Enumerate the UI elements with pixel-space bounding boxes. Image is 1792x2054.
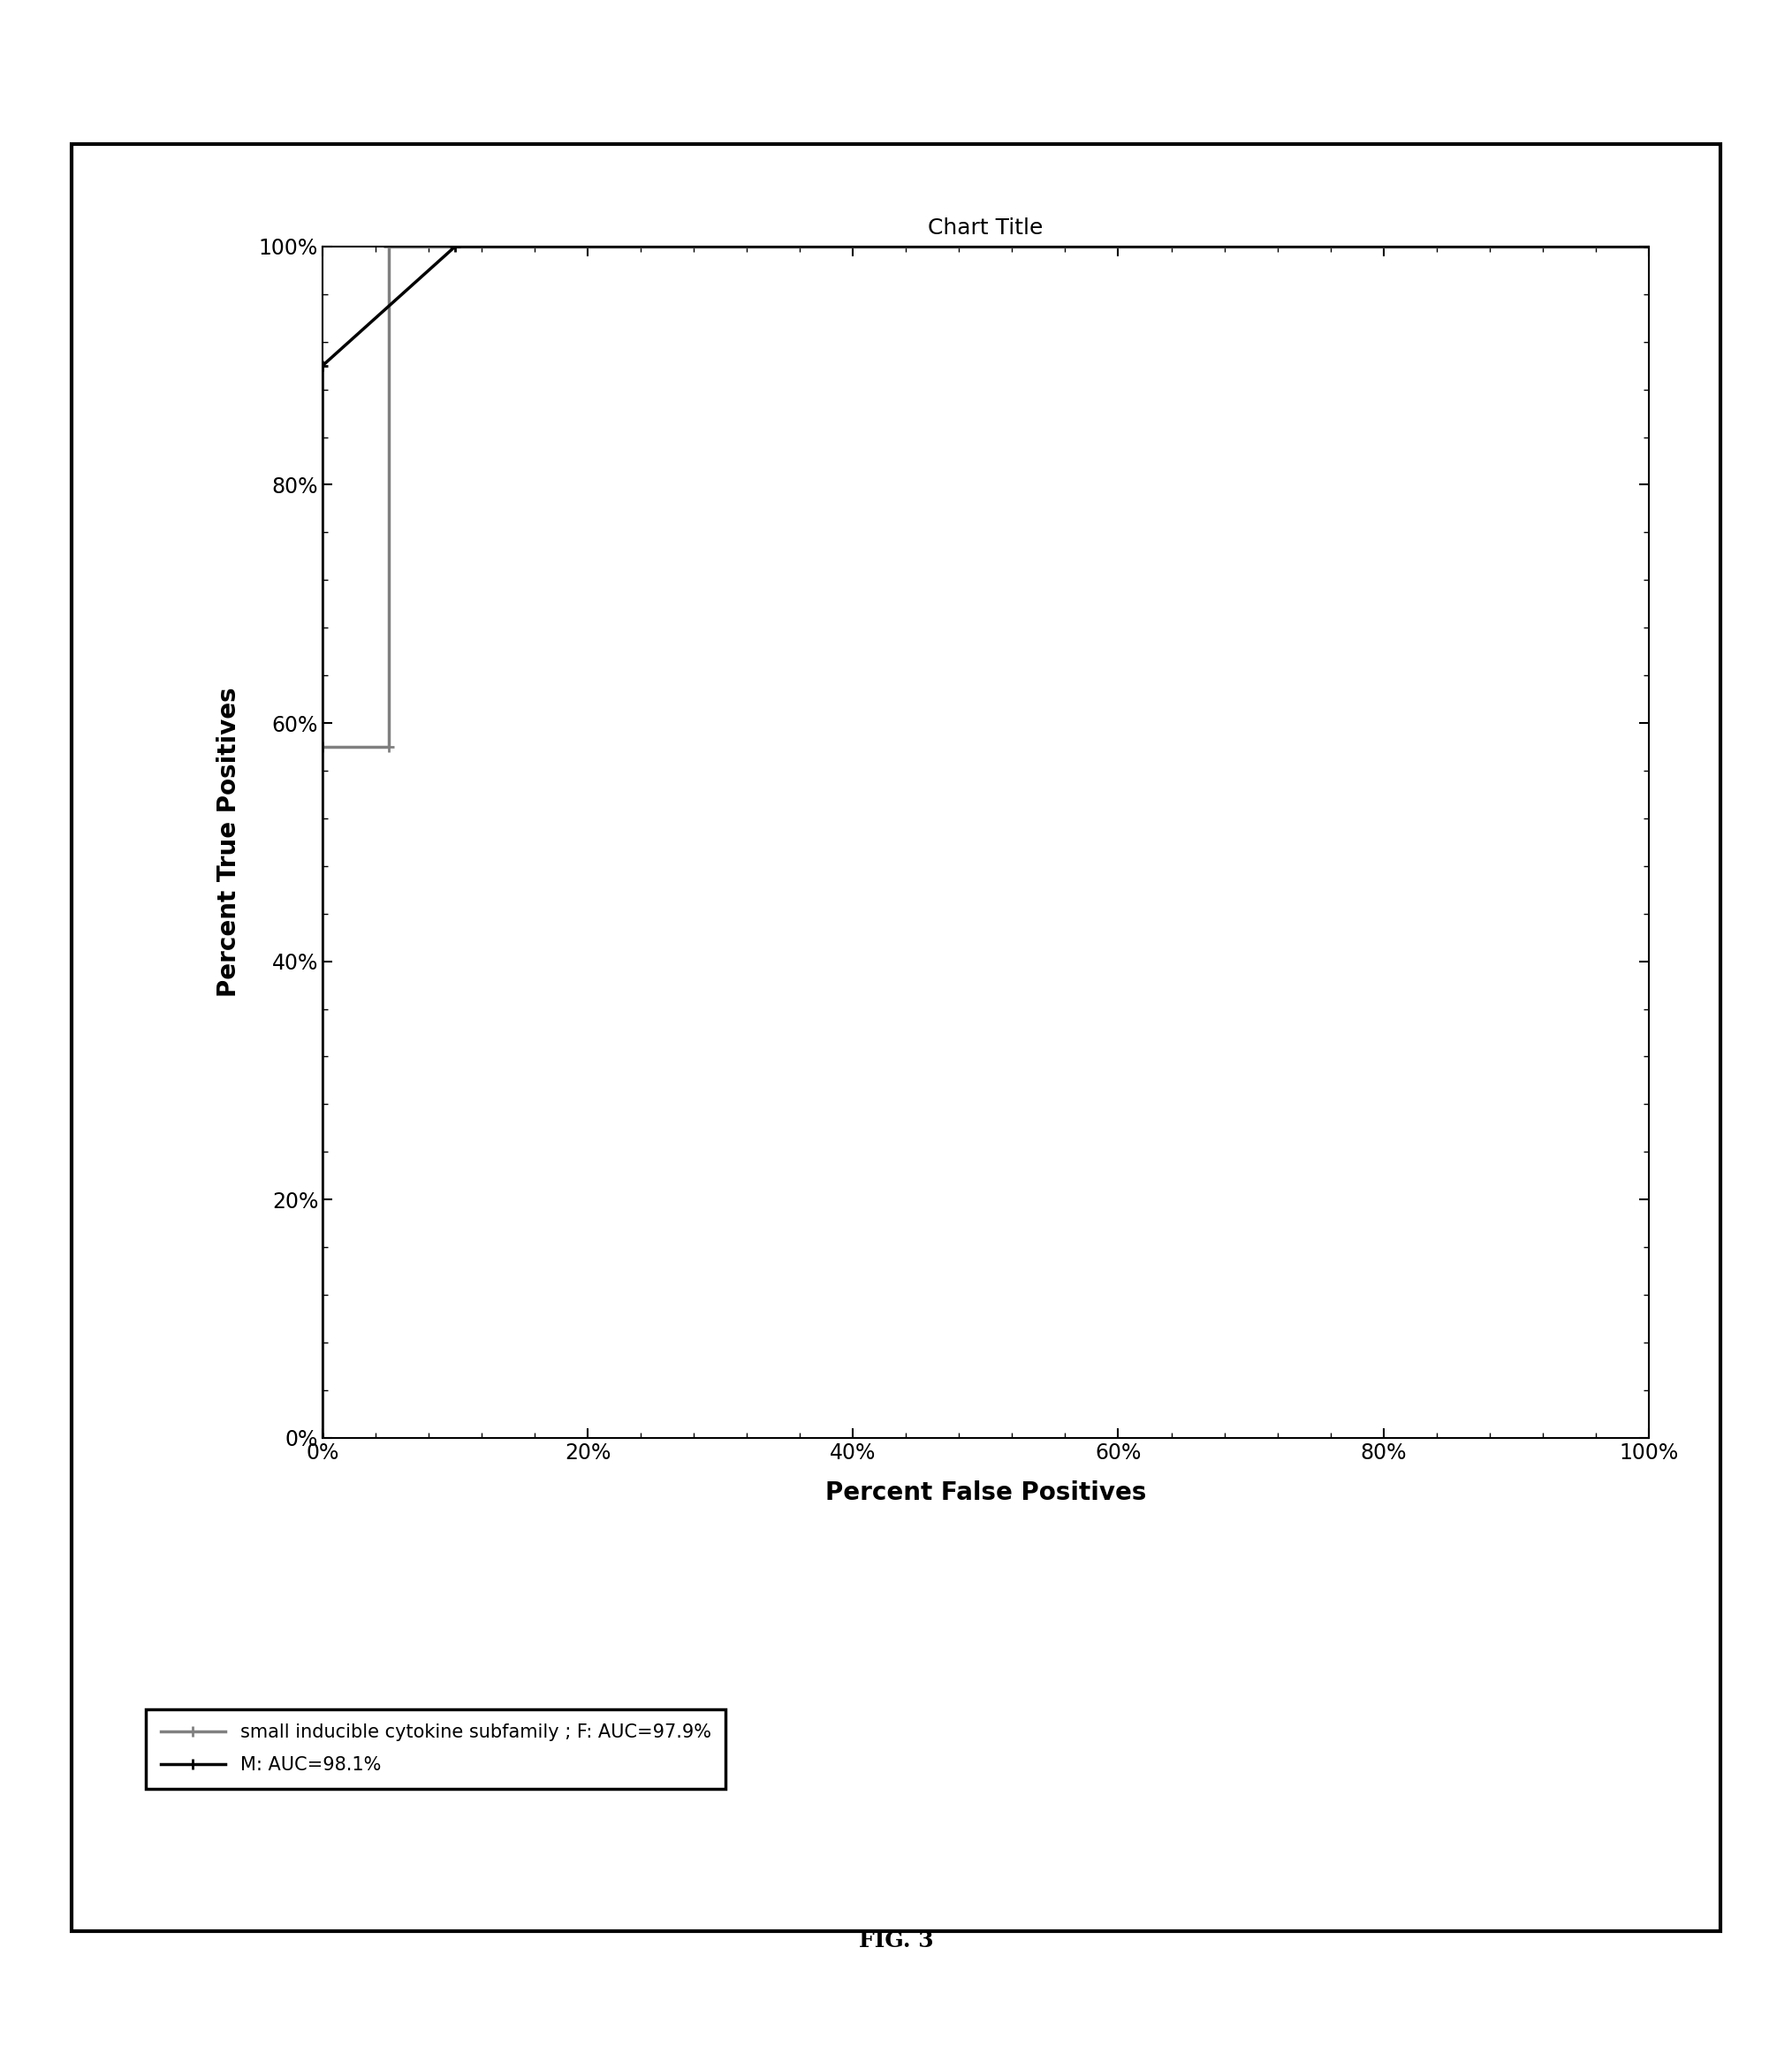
Line: small inducible cytokine subfamily ; F: AUC=97.9%: small inducible cytokine subfamily ; F: … bbox=[317, 240, 1654, 752]
Title: Chart Title: Chart Title bbox=[928, 218, 1043, 238]
small inducible cytokine subfamily ; F: AUC=97.9%: (0.05, 0.58): AUC=97.9%: (0.05, 0.58) bbox=[378, 735, 400, 760]
small inducible cytokine subfamily ; F: AUC=97.9%: (0.05, 1): AUC=97.9%: (0.05, 1) bbox=[378, 234, 400, 259]
M: AUC=98.1%: (1, 1): AUC=98.1%: (1, 1) bbox=[1638, 234, 1659, 259]
X-axis label: Percent False Positives: Percent False Positives bbox=[824, 1481, 1147, 1506]
M: AUC=98.1%: (0, 0.9): AUC=98.1%: (0, 0.9) bbox=[312, 353, 333, 378]
Legend: small inducible cytokine subfamily ; F: AUC=97.9%, M: AUC=98.1%: small inducible cytokine subfamily ; F: … bbox=[147, 1709, 726, 1789]
Line: M: AUC=98.1%: M: AUC=98.1% bbox=[317, 240, 1654, 1444]
Y-axis label: Percent True Positives: Percent True Positives bbox=[217, 688, 242, 996]
Text: FIG. 3: FIG. 3 bbox=[858, 1931, 934, 1951]
small inducible cytokine subfamily ; F: AUC=97.9%: (0, 0.58): AUC=97.9%: (0, 0.58) bbox=[312, 735, 333, 760]
M: AUC=98.1%: (0.1, 1): AUC=98.1%: (0.1, 1) bbox=[444, 234, 466, 259]
small inducible cytokine subfamily ; F: AUC=97.9%: (1, 1): AUC=97.9%: (1, 1) bbox=[1638, 234, 1659, 259]
M: AUC=98.1%: (0, 0): AUC=98.1%: (0, 0) bbox=[312, 1425, 333, 1450]
